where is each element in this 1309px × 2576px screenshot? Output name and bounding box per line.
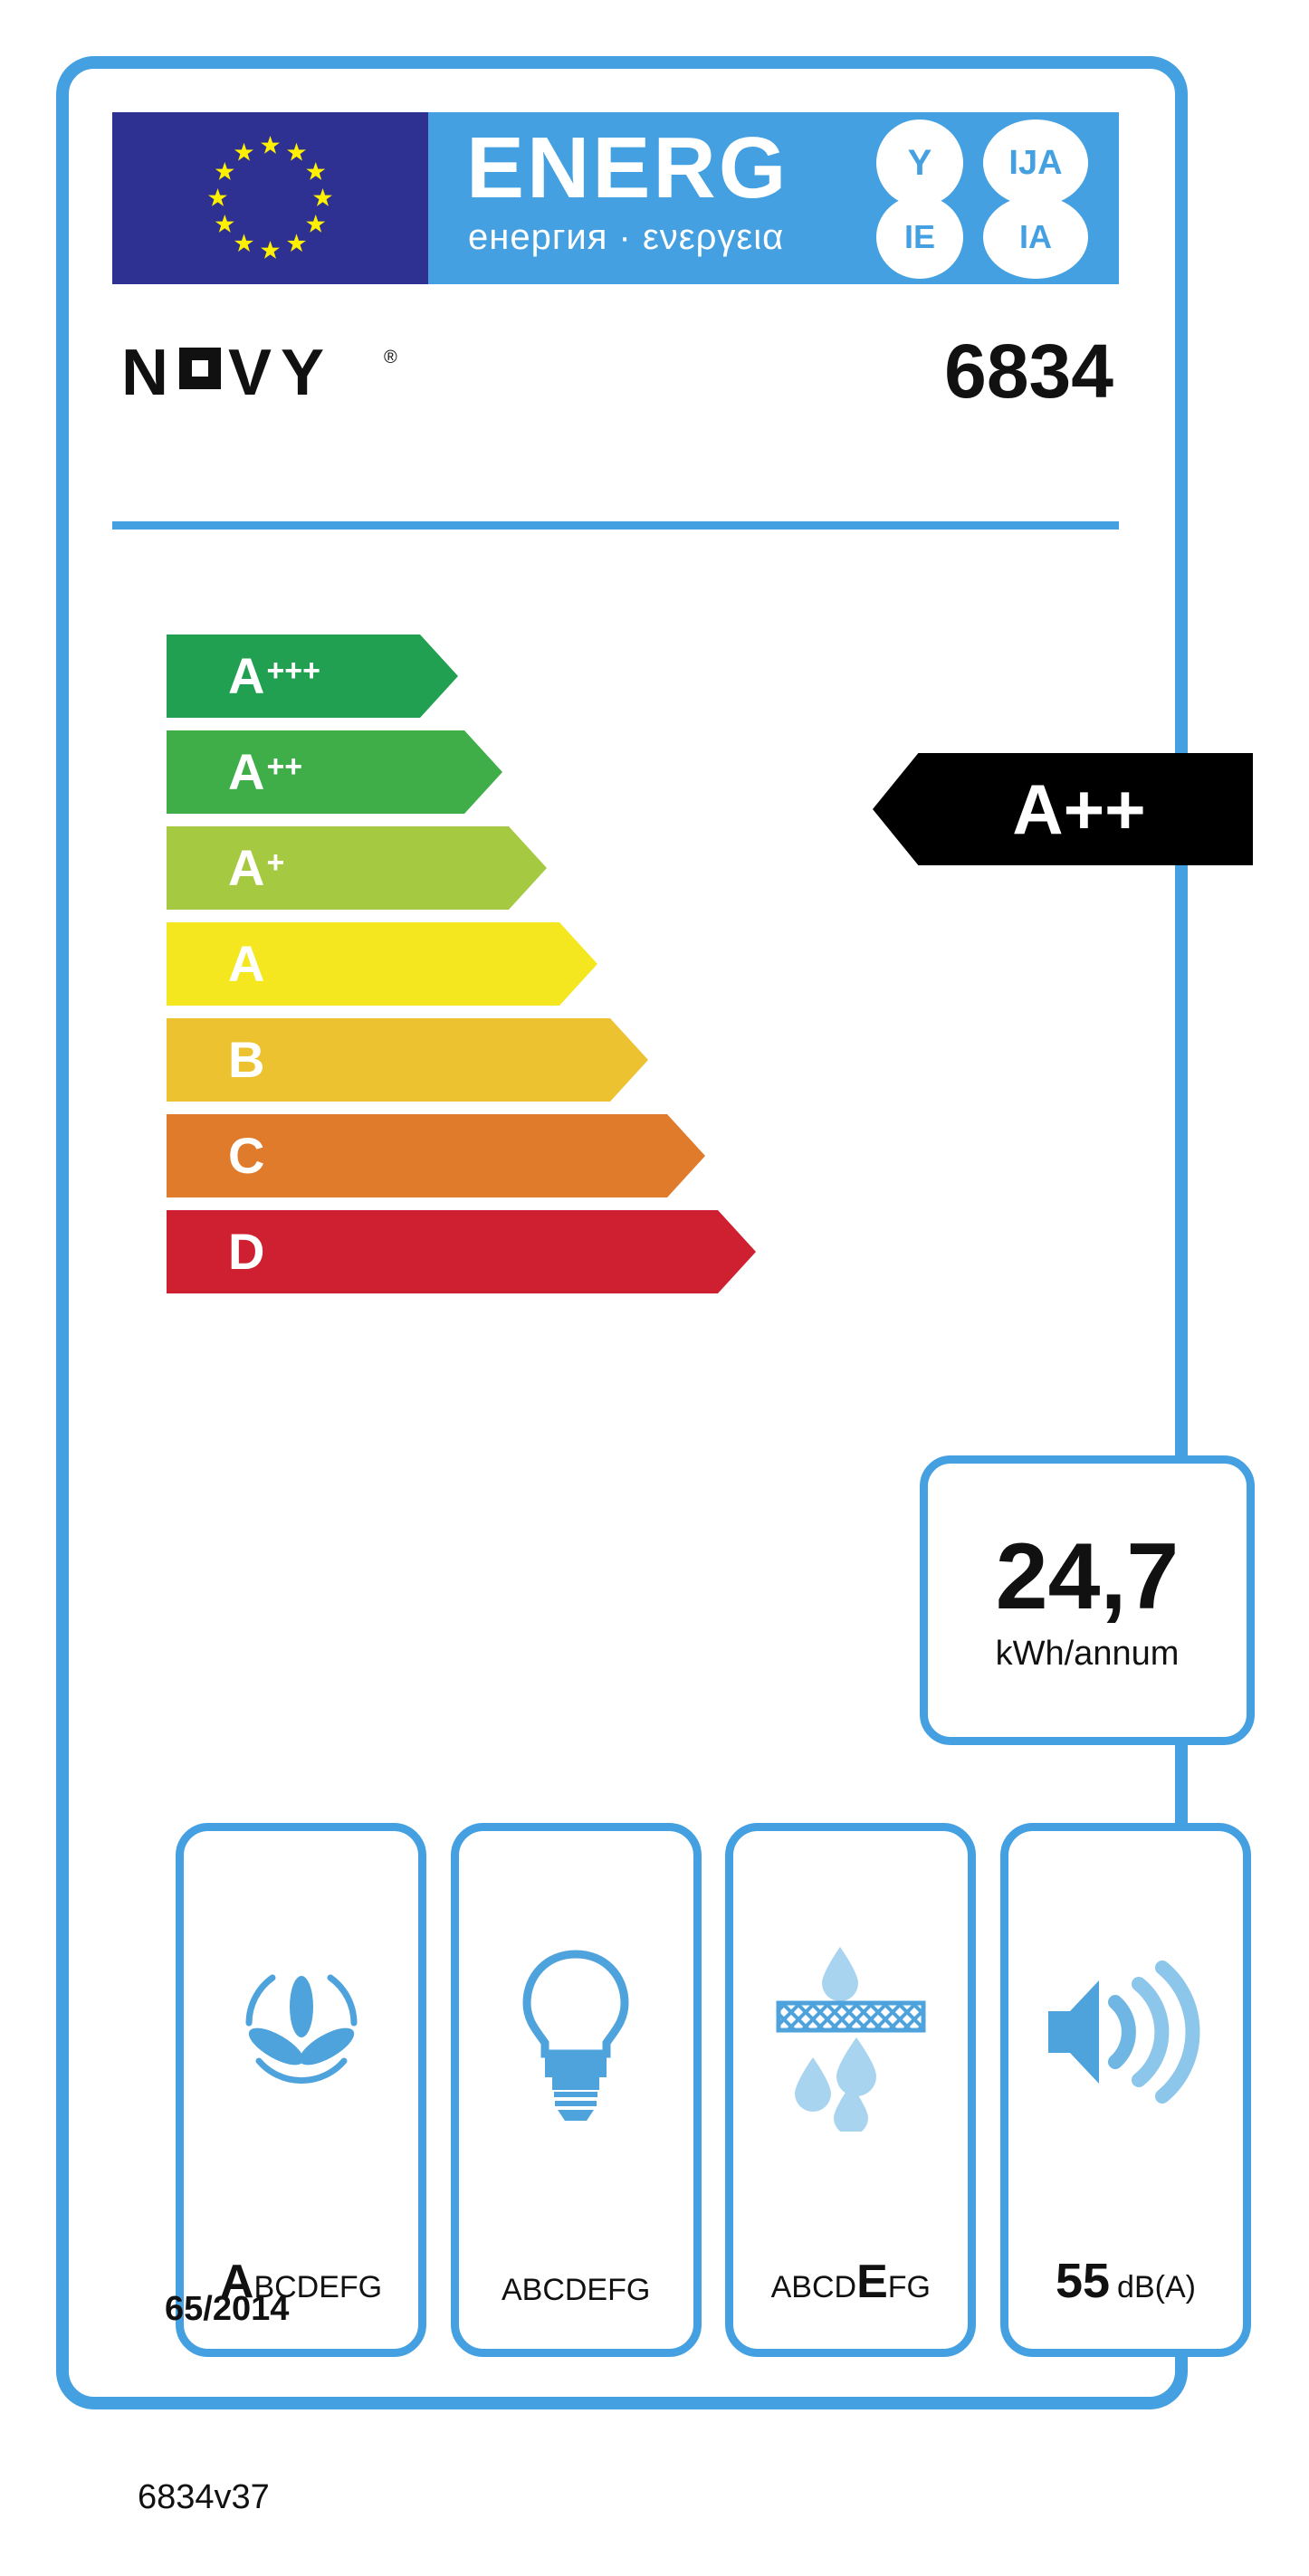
european-union-flag-icon	[112, 112, 428, 284]
caption-classes-after: FG	[887, 2270, 931, 2304]
caption-remaining-classes: BCDEFG	[253, 2270, 383, 2304]
brand-and-model-row: N VY ® 6834	[112, 333, 1119, 440]
header-divider-line	[112, 521, 1119, 530]
energy-class-rating-arrow: A++	[873, 753, 1253, 865]
brand-logo-novy: N VY	[121, 340, 333, 405]
scale-row-d: D	[167, 1210, 800, 1293]
annual-energy-consumption-box: 24,7 kWh/annum	[920, 1455, 1255, 1745]
scale-row-a: A	[167, 922, 800, 1006]
label-header-band: ENERG енергия · ενεργεια Y IJA IE IA	[112, 112, 1119, 284]
caption-classes-before: ABCD	[770, 2270, 857, 2304]
energy-class-scale: A +++ A ++ A + A B	[167, 634, 800, 1306]
fan-icon	[211, 1914, 392, 2150]
light-bulb-icon	[485, 1914, 666, 2150]
grease-filter-icon	[760, 1914, 941, 2150]
annual-energy-consumption-value: 24,7	[995, 1524, 1180, 1629]
scale-bar-letter: D	[228, 1223, 265, 1280]
file-reference-code: 6834v37	[138, 2478, 270, 2516]
scale-bar: A	[167, 922, 597, 1006]
energy-label-frame: ENERG енергия · ενεργεια Y IJA IE IA N VY…	[56, 56, 1255, 2409]
lighting-efficiency-caption: ABCDEFG	[459, 2275, 693, 2305]
scale-bar-letter: A	[228, 935, 265, 992]
noise-level-box: 55 dB(A)	[999, 1823, 1251, 2357]
caption-classes: ABCDEFG	[501, 2273, 651, 2307]
annual-energy-consumption-unit: kWh/annum	[995, 1635, 1180, 1673]
speaker-icon	[1035, 1914, 1216, 2150]
language-circle-ia: IA	[983, 196, 1088, 279]
scale-row-a-plus: A +	[167, 826, 800, 910]
scale-bar-letter: A	[228, 839, 265, 896]
caption-highlighted-class: A	[219, 2256, 254, 2308]
scale-bar: A +	[167, 826, 547, 910]
energ-banner: ENERG енергия · ενεργεια Y IJA IE IA	[428, 112, 1119, 284]
energ-wordmark: ENERG	[466, 119, 789, 216]
scale-bar-plus: ++	[266, 749, 303, 784]
scale-bar-letter: A	[228, 647, 265, 704]
scale-bar-letter: A	[228, 743, 265, 800]
energ-subtitle: енергия · ενεργεια	[468, 217, 785, 257]
model-number: 6834	[944, 329, 1113, 414]
language-suffix-circles: Y IJA IE IA	[867, 118, 1112, 281]
regulation-reference: 65/2014	[165, 2290, 290, 2328]
brand-letter-y: Y	[281, 337, 334, 409]
scale-row-a-plus-plus: A ++	[167, 730, 800, 814]
registered-trademark-mark: ®	[384, 348, 397, 367]
brand-letter-n: N	[121, 337, 177, 409]
fluid-dynamic-efficiency-box: ABCDEFG	[176, 1823, 426, 2357]
caption-highlighted-class: E	[856, 2256, 888, 2308]
noise-level-caption: 55 dB(A)	[1008, 2256, 1243, 2305]
scale-bar: D	[167, 1210, 756, 1293]
language-circle-y: Y	[876, 119, 963, 206]
scale-bar: C	[167, 1114, 705, 1197]
scale-bar: B	[167, 1018, 648, 1102]
lighting-efficiency-box: ABCDEFG	[450, 1823, 702, 2357]
scale-bar-plus: +	[266, 845, 285, 880]
scale-bar-letter: B	[228, 1031, 265, 1088]
performance-class-boxes: ABCDEFG ABCDEFG	[176, 1823, 1251, 2357]
fluid-dynamic-efficiency-caption: ABCDEFG	[184, 2258, 418, 2305]
scale-bar: A ++	[167, 730, 502, 814]
energy-class-rating-value: A++	[1012, 769, 1146, 849]
grease-filtering-efficiency-caption: ABCDEFG	[733, 2258, 968, 2305]
scale-row-b: B	[167, 1018, 800, 1102]
scale-bar: A +++	[167, 634, 458, 718]
scale-row-c: C	[167, 1114, 800, 1197]
noise-level-unit: dB(A)	[1117, 2270, 1196, 2304]
grease-filtering-efficiency-box: ABCDEFG	[725, 1823, 977, 2357]
language-circle-ija: IJA	[983, 119, 1088, 206]
brand-letter-v: V	[228, 337, 282, 409]
scale-bar-plus: +++	[266, 654, 321, 688]
brand-letter-o-square	[179, 348, 221, 389]
scale-bar-letter: C	[228, 1127, 265, 1184]
scale-row-a-plus-plus-plus: A +++	[167, 634, 800, 718]
noise-level-value: 55	[1055, 2254, 1111, 2308]
language-circle-ie: IE	[876, 196, 963, 279]
